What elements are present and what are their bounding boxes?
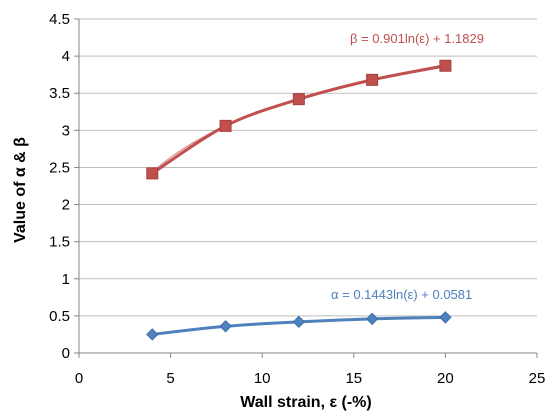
x-tick-label: 5: [166, 370, 174, 387]
beta-trendline-equation: β = 0.901ln(ε) + 1.1829: [350, 31, 484, 46]
y-tick-label: 4: [62, 48, 70, 65]
y-tick-label: 4.5: [49, 11, 70, 28]
alpha-data-point: [439, 311, 452, 324]
x-tick-label: 0: [75, 370, 83, 387]
alpha-data-point: [292, 315, 306, 329]
beta-data-point: [292, 93, 305, 106]
alpha-data-point: [146, 328, 159, 341]
x-axis-title: Wall strain, ε (-%): [240, 394, 371, 411]
alpha-data-point: [365, 312, 379, 326]
axes: [74, 18, 538, 358]
alpha-trendline-equation: α = 0.1443ln(ε) + 0.0581: [331, 287, 472, 302]
beta-data-point: [146, 167, 159, 180]
x-tick-label: 15: [345, 370, 362, 387]
x-tick-label: 25: [529, 370, 545, 387]
beta-data-point: [219, 119, 232, 132]
beta-data-point: [439, 59, 452, 72]
y-tick-label: 0.5: [49, 308, 70, 325]
alpha-data-point: [219, 320, 232, 333]
y-tick-label: 1.5: [49, 234, 70, 251]
beta-trendline: [151, 64, 446, 174]
x-tick-label: 10: [254, 370, 271, 387]
x-tick-labels: 0 5 10 15 20 25: [75, 370, 545, 387]
beta-data-point: [366, 73, 379, 86]
x-tick-label: 20: [437, 370, 454, 387]
y-tick-label: 0: [62, 345, 70, 362]
beta-series-line: [151, 64, 446, 175]
series-markers: [146, 59, 452, 341]
y-axis-title: Value of α & β: [12, 137, 29, 243]
y-tick-label: 2: [62, 197, 70, 214]
y-tick-label: 2.5: [49, 159, 70, 176]
trendline-labels: β = 0.901ln(ε) + 1.1829 α = 0.1443ln(ε) +…: [331, 31, 484, 302]
y-tick-labels: 0 0.5 1 1.5 2 2.5 3 3.5 4 4.5: [49, 11, 70, 362]
y-tick-label: 3.5: [49, 85, 70, 102]
y-tick-label: 1: [62, 271, 70, 288]
y-tick-label: 3: [62, 122, 70, 139]
